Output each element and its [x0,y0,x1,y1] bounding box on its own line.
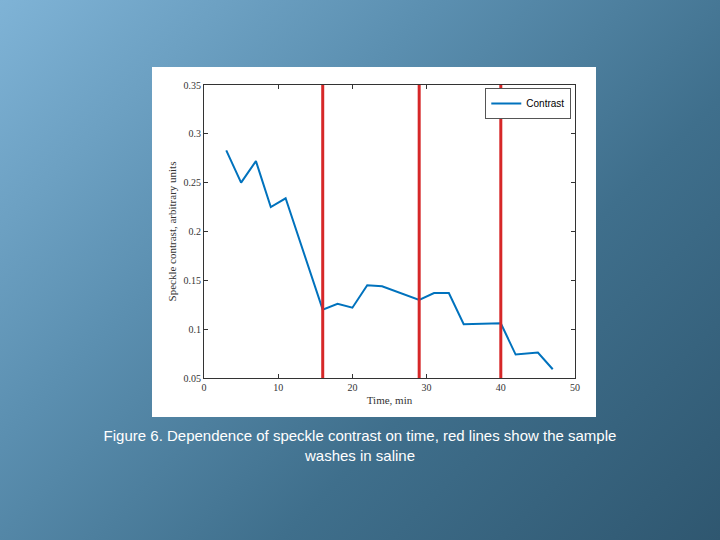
svg-text:Contrast: Contrast [526,98,564,109]
svg-text:Time, min: Time, min [367,394,413,406]
svg-text:10: 10 [273,382,283,393]
svg-text:0: 0 [202,382,207,393]
svg-text:0.2: 0.2 [189,226,202,237]
svg-text:0.25: 0.25 [184,177,202,188]
svg-text:50: 50 [570,382,580,393]
svg-text:0.1: 0.1 [189,324,202,335]
svg-text:0.35: 0.35 [184,80,202,91]
html-text:Figure 6. Dependence of speckl: Figure 6. Dependence of speckle contrast… [103,427,617,464]
svg-text:30: 30 [422,382,432,393]
svg-text:20: 20 [347,382,357,393]
svg-text:0.05: 0.05 [184,373,202,384]
svg-text:40: 40 [496,382,506,393]
svg-text:0.15: 0.15 [184,275,202,286]
svg-text:0.3: 0.3 [189,128,202,139]
svg-text:Speckle contrast, arbitrary un: Speckle contrast, arbitrary units [166,162,178,302]
